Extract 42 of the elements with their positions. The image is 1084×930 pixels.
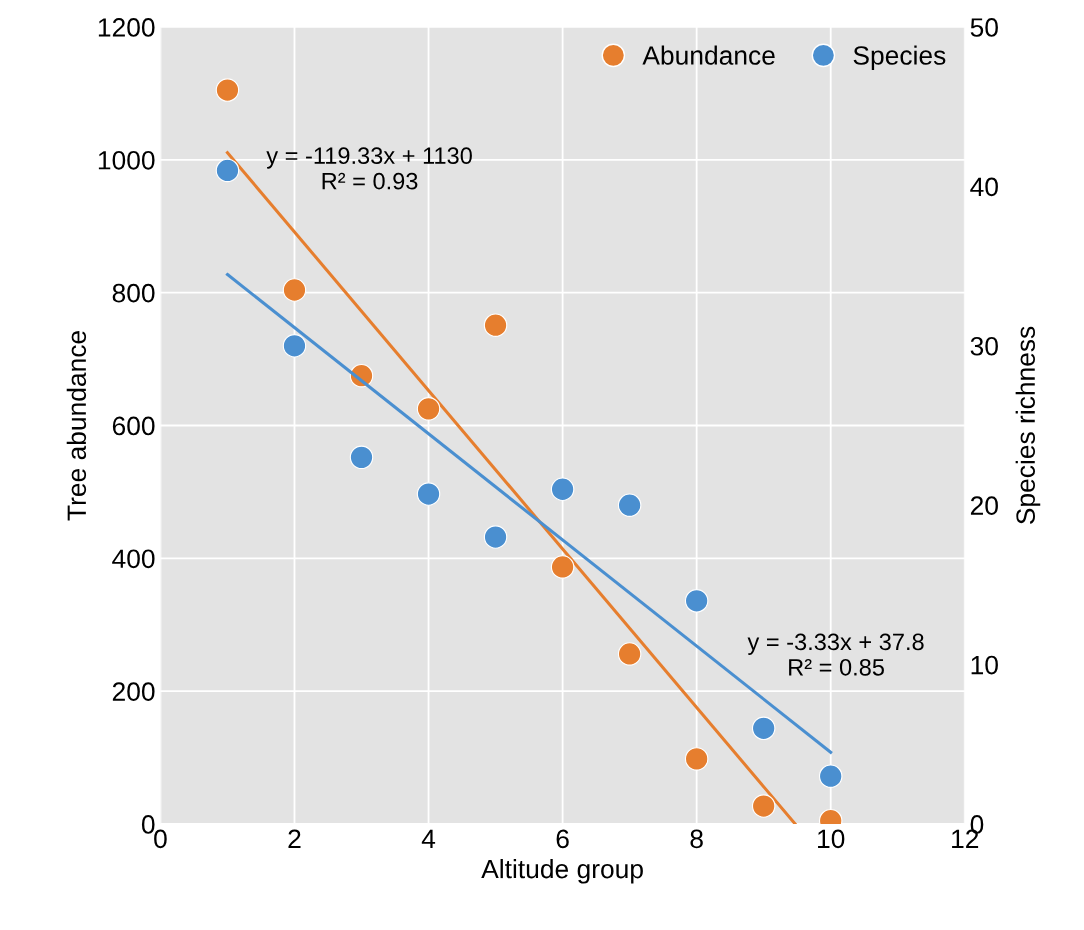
x-tick-label: 6 [556,829,569,849]
x-axis-title: Altitude group [481,859,643,884]
legend-label: Abundance [642,45,775,65]
y2-tick-label: 40 [970,177,998,197]
point [617,493,642,517]
point [282,278,307,302]
legend-label: Species [853,45,946,71]
y-tick-label: 0 [141,815,155,834]
point [550,555,575,579]
point [684,589,709,613]
x-tick-label: 8 [690,829,703,849]
point [349,445,374,470]
annotation: y = -119.33x + 1130 R² = 0.93 [266,147,472,190]
annotation: y = -3.33x + 37.8 R² = 0.85 [747,633,924,676]
point [751,794,776,818]
point [282,334,307,358]
y2-tick-label: 50 [970,18,998,37]
y-tick-label: 600 [112,416,155,436]
y-tick-label: 1200 [98,18,155,37]
point [818,764,843,788]
point [416,482,441,506]
y2-tick-label: 30 [970,336,998,356]
y2-tick-label: 10 [971,655,998,675]
y-tick-label: 800 [112,283,155,303]
x-tick-label: 4 [421,829,436,848]
point [483,313,508,337]
point [617,642,642,666]
point [215,78,240,102]
x-tick-label: 10 [818,829,845,849]
y2-tick-label: 20 [970,496,998,515]
point [483,525,508,549]
y-tick-label: 1000 [98,150,155,170]
point [416,397,441,421]
point [684,747,709,771]
y2-axis-title: Species richness [1015,326,1041,525]
y-axis-title: Tree abundance [66,331,87,521]
point [215,158,240,183]
y-tick-label: 400 [112,549,155,569]
point [550,477,575,501]
x-tick-label: 2 [288,829,301,848]
point [751,716,776,741]
y-tick-label: 200 [112,682,155,701]
